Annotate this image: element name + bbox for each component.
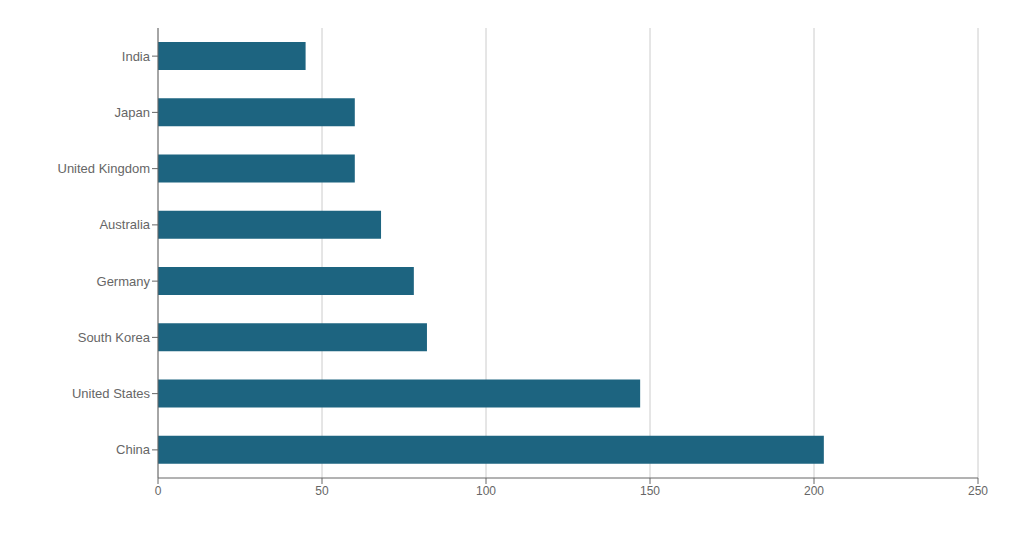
svg-text:United States: United States: [72, 386, 151, 401]
svg-text:50: 50: [315, 484, 329, 498]
svg-text:Germany: Germany: [97, 274, 151, 289]
svg-text:Australia: Australia: [99, 217, 150, 232]
svg-text:United Kingdom: United Kingdom: [58, 161, 151, 176]
svg-text:China: China: [116, 442, 151, 457]
svg-text:Japan: Japan: [115, 105, 150, 120]
svg-text:200: 200: [804, 484, 824, 498]
svg-text:India: India: [122, 49, 151, 64]
svg-text:South Korea: South Korea: [78, 330, 151, 345]
svg-text:250: 250: [968, 484, 988, 498]
svg-text:100: 100: [476, 484, 496, 498]
svg-text:150: 150: [640, 484, 660, 498]
svg-text:0: 0: [155, 484, 162, 498]
